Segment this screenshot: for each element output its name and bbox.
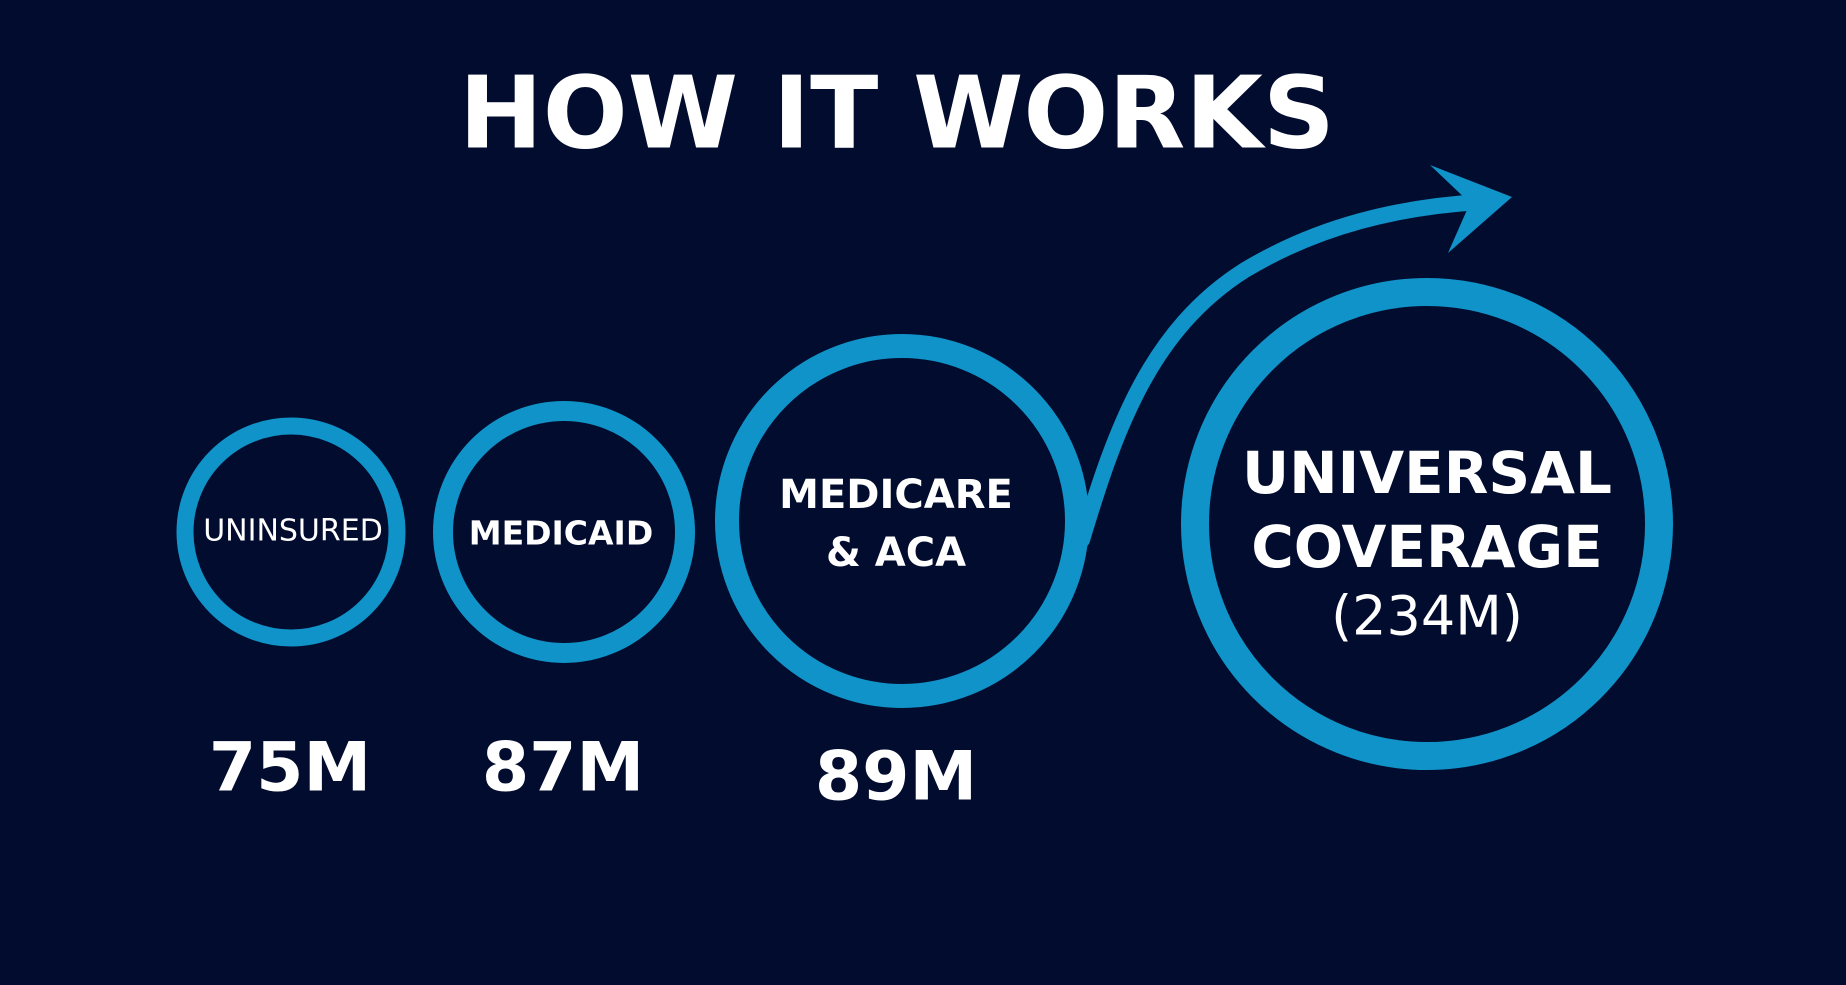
title: HOW IT WORKS	[459, 54, 1335, 171]
node-label: & ACA	[826, 530, 966, 576]
node-ring	[715, 334, 1089, 708]
node-ring	[1181, 278, 1673, 770]
node-amount: 89M	[815, 738, 977, 817]
node-amount: 87M	[482, 729, 644, 808]
node-amount: 75M	[209, 729, 371, 808]
node-label: COVERAGE	[1251, 513, 1603, 581]
node-label: UNINSURED	[203, 514, 383, 549]
arrow	[1074, 194, 1488, 548]
node-label: UNIVERSAL	[1242, 439, 1612, 507]
node-label: MEDICAID	[469, 514, 653, 553]
node-ring	[433, 401, 695, 663]
node-label: MEDICARE	[779, 472, 1013, 518]
arrow-head	[1430, 165, 1512, 253]
node-amount: (234M)	[1331, 585, 1523, 648]
node-ring	[176, 417, 406, 647]
